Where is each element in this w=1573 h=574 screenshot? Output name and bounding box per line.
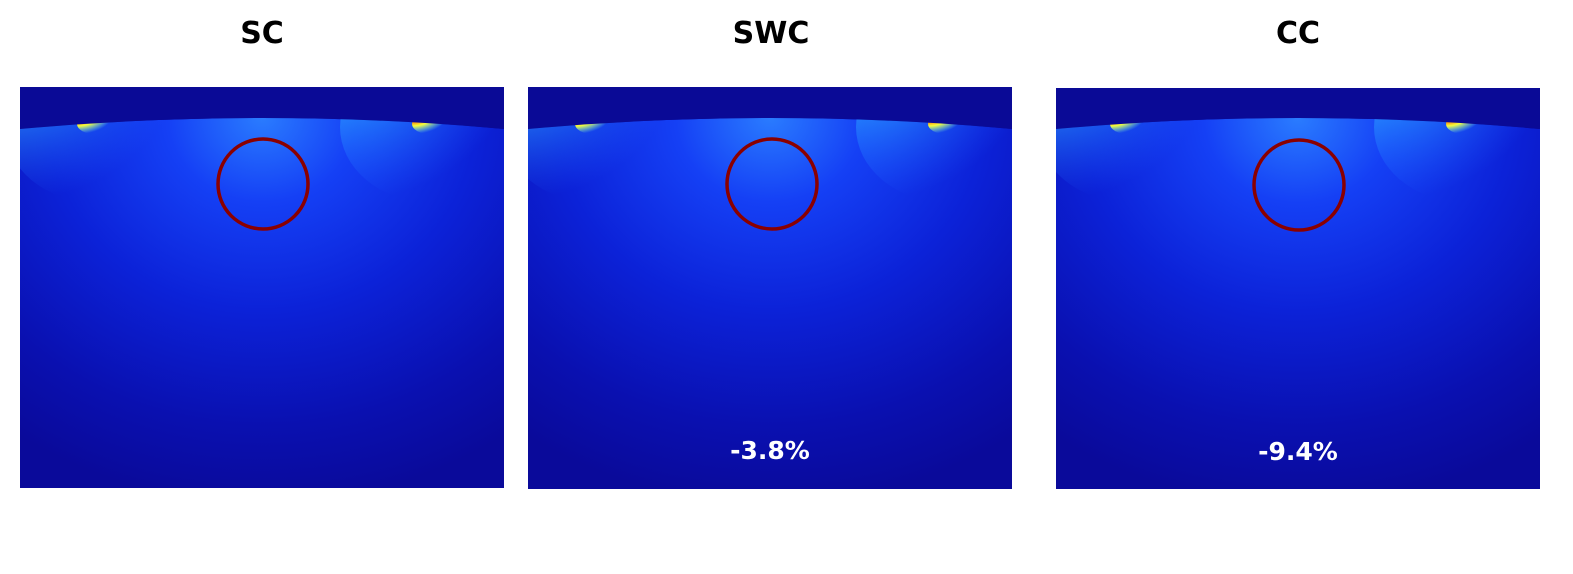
heatmap-panel-sc [20, 87, 504, 488]
inclusion-circle-swc [725, 137, 819, 231]
heatmap-panel-cc: -9.4% [1056, 88, 1540, 489]
panel-value-cc: -9.4% [1258, 437, 1338, 466]
heatmap-image-cc [1056, 88, 1540, 489]
panel-value-swc: -3.8% [730, 436, 810, 465]
panel-title-swc: SWC [732, 16, 810, 51]
heatmap-image-sc [20, 87, 504, 488]
panel-title-cc: CC [1275, 16, 1321, 51]
heatmap-panel-swc: -3.8% [528, 87, 1012, 489]
panel-title-sc: SC [240, 16, 284, 51]
inclusion-circle-sc [216, 137, 310, 231]
heatmap-image-swc [528, 87, 1012, 489]
inclusion-circle-cc [1252, 138, 1346, 232]
